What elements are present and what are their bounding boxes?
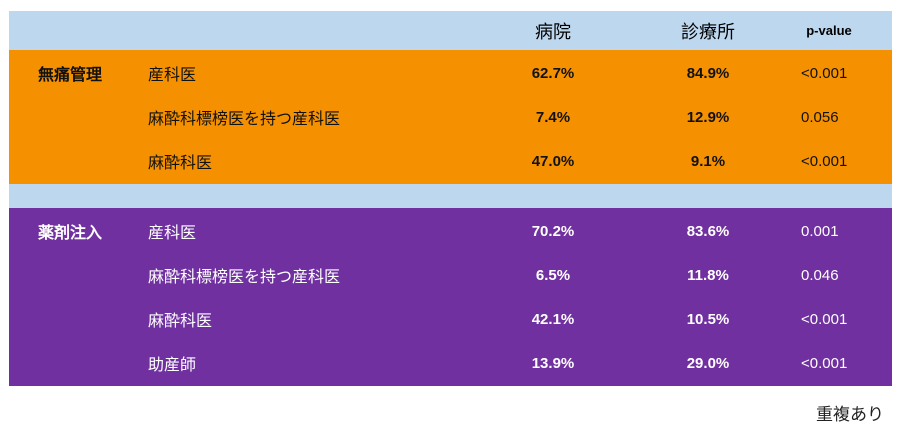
p-value: <0.001	[801, 152, 848, 170]
group-label: 無痛管理	[38, 65, 103, 84]
table-row: 薬剤注入 産科医 70.2% 83.6% 0.001	[9, 209, 892, 253]
clinic-value: 83.6%	[686, 222, 730, 240]
group-label: 薬剤注入	[38, 223, 103, 242]
hospital-value: 42.1%	[531, 310, 575, 328]
comparison-table: 病院 診療所 p-value 無痛管理 産科医 62.7% 84.9% <0.001 麻酔…	[9, 11, 892, 386]
clinic-value: 12.9%	[686, 108, 730, 126]
hospital-value: 62.7%	[531, 64, 575, 82]
table-row: 麻酔科医 42.1% 10.5% <0.001	[9, 297, 892, 341]
p-value: <0.001	[801, 64, 848, 82]
item-label: 麻酔科医	[148, 311, 213, 330]
group-separator	[9, 184, 892, 208]
item-label: 産科医	[148, 223, 197, 242]
item-label: 麻酔科医	[148, 153, 213, 172]
p-value: <0.001	[801, 310, 848, 328]
table-row: 麻酔科医 47.0% 9.1% <0.001	[9, 139, 892, 183]
clinic-value: 84.9%	[686, 64, 730, 82]
hospital-value: 70.2%	[531, 222, 575, 240]
hospital-value: 7.4%	[535, 108, 571, 126]
header-clinic: 診療所	[681, 21, 735, 42]
p-value: 0.046	[801, 266, 839, 284]
item-label: 助産師	[148, 355, 197, 374]
table-header: 病院 診療所 p-value	[9, 11, 892, 50]
item-label: 産科医	[148, 65, 197, 84]
group-drug-injection: 薬剤注入 産科医 70.2% 83.6% 0.001 麻酔科標榜医を持つ産科医 6.5% 11…	[9, 208, 892, 386]
header-hospital: 病院	[535, 21, 571, 42]
clinic-value: 11.8%	[687, 266, 729, 284]
hospital-value: 6.5%	[535, 266, 571, 284]
hospital-value: 13.9%	[531, 354, 575, 372]
item-label: 麻酔科標榜医を持つ産科医	[148, 109, 341, 128]
table-row: 助産師 13.9% 29.0% <0.001	[9, 341, 892, 385]
table-row: 麻酔科標榜医を持つ産科医 6.5% 11.8% 0.046	[9, 253, 892, 297]
clinic-value: 10.5%	[686, 310, 730, 328]
group-analgesia-management: 無痛管理 産科医 62.7% 84.9% <0.001 麻酔科標榜医を持つ産科医 7.4% 1…	[9, 50, 892, 184]
item-label: 麻酔科標榜医を持つ産科医	[148, 267, 341, 286]
footnote: 重複あり	[816, 405, 884, 425]
table-row: 麻酔科標榜医を持つ産科医 7.4% 12.9% 0.056	[9, 95, 892, 139]
clinic-value: 9.1%	[690, 152, 726, 170]
header-p-value: p-value	[806, 23, 852, 38]
table-row: 無痛管理 産科医 62.7% 84.9% <0.001	[9, 51, 892, 95]
hospital-value: 47.0%	[531, 152, 575, 170]
p-value: 0.056	[801, 108, 839, 126]
p-value: <0.001	[801, 354, 848, 372]
clinic-value: 29.0%	[686, 354, 730, 372]
p-value: 0.001	[801, 222, 839, 240]
